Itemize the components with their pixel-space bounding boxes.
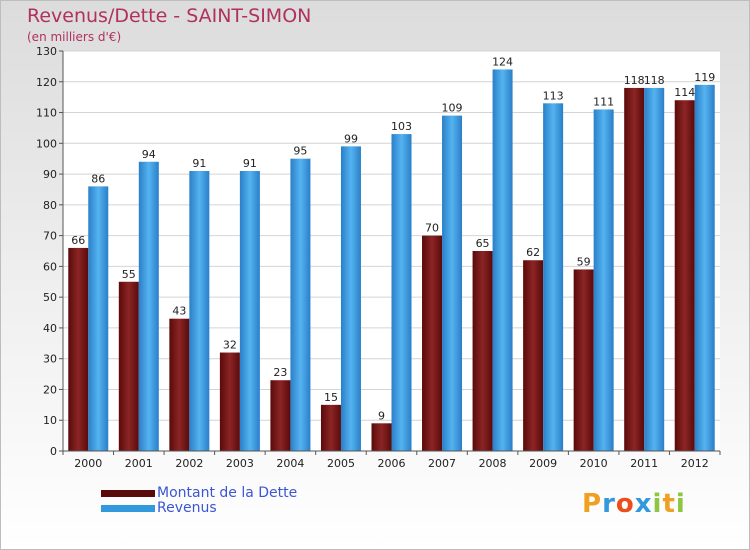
bar-revenus <box>442 115 463 451</box>
y-tick-label: 80 <box>43 199 57 212</box>
bar-dette <box>674 100 695 451</box>
x-tick-label: 2007 <box>428 457 456 470</box>
bar-dette <box>371 423 392 451</box>
legend-label-dette: Montant de la Dette <box>157 485 298 501</box>
bar-dette <box>472 251 493 451</box>
bar-revenus <box>593 109 614 451</box>
proxiti-logo: Proxiti <box>582 489 686 519</box>
data-label-revenus: 111 <box>593 95 614 108</box>
y-tick-label: 0 <box>50 445 57 458</box>
data-label-dette: 15 <box>324 391 338 404</box>
bar-dette <box>573 269 594 451</box>
data-label-dette: 55 <box>122 268 136 281</box>
logo-letter: P <box>582 489 603 519</box>
data-label-dette: 43 <box>172 305 186 318</box>
bar-revenus <box>239 171 260 451</box>
y-tick-label: 100 <box>36 137 57 150</box>
legend-label-revenus: Revenus <box>157 500 217 516</box>
bar-revenus <box>644 87 665 451</box>
y-tick-label: 30 <box>43 353 57 366</box>
chart-title: Revenus/Dette - SAINT-SIMON <box>27 5 312 27</box>
bar-dette <box>523 260 544 451</box>
logo-letter: t <box>662 489 676 519</box>
data-label-dette: 23 <box>273 366 287 379</box>
legend-swatch-dette <box>101 490 155 497</box>
data-label-dette: 114 <box>674 86 695 99</box>
data-label-revenus: 95 <box>293 145 307 158</box>
y-tick-label: 40 <box>43 322 57 335</box>
bar-dette <box>68 247 89 451</box>
x-tick-label: 2002 <box>175 457 203 470</box>
data-label-revenus: 118 <box>644 74 665 87</box>
bar-revenus <box>492 69 513 451</box>
bar-revenus <box>189 171 210 451</box>
x-tick-label: 2001 <box>125 457 153 470</box>
bar-revenus <box>543 103 564 452</box>
bar-dette <box>118 281 139 451</box>
x-tick-label: 2006 <box>378 457 406 470</box>
data-label-dette: 118 <box>624 74 645 87</box>
bar-dette <box>169 318 190 451</box>
data-label-dette: 59 <box>577 255 591 268</box>
legend-swatch-revenus <box>101 505 155 512</box>
data-label-revenus: 99 <box>344 132 358 145</box>
bars <box>68 69 715 452</box>
x-tick-label: 2004 <box>276 457 304 470</box>
x-tick-label: 2008 <box>479 457 507 470</box>
bar-dette <box>219 352 240 451</box>
x-tick-label: 2003 <box>226 457 254 470</box>
bar-revenus <box>340 146 361 451</box>
data-label-dette: 65 <box>476 237 490 250</box>
data-label-revenus: 109 <box>442 102 463 115</box>
bar-revenus <box>391 134 412 452</box>
y-tick-label: 20 <box>43 383 57 396</box>
bar-revenus <box>138 161 159 451</box>
x-tick-label: 2009 <box>529 457 557 470</box>
data-label-dette: 9 <box>378 409 385 422</box>
x-tick-label: 2012 <box>681 457 709 470</box>
y-tick-label: 70 <box>43 230 57 243</box>
data-label-dette: 32 <box>223 339 237 352</box>
x-tick-label: 2000 <box>74 457 102 470</box>
data-label-revenus: 91 <box>243 157 257 170</box>
bar-revenus <box>88 186 109 451</box>
x-tick-label: 2010 <box>580 457 608 470</box>
logo-letter: i <box>675 489 686 519</box>
data-labels: 6686559443913291239515999103701096512462… <box>71 55 715 422</box>
data-label-revenus: 124 <box>492 55 513 68</box>
logo-letter: i <box>652 489 663 519</box>
logo-letter: x <box>634 489 653 519</box>
data-label-dette: 70 <box>425 222 439 235</box>
y-tick-label: 10 <box>43 414 57 427</box>
data-label-revenus: 113 <box>543 89 564 102</box>
logo-letter: r <box>602 489 616 519</box>
data-label-dette: 66 <box>71 234 85 247</box>
bar-dette <box>270 380 291 451</box>
data-label-revenus: 103 <box>391 120 412 133</box>
bar-dette <box>422 235 443 451</box>
bar-dette <box>320 404 341 451</box>
axes: 0 10 20 30 40 50 60 70 80 90 100 110 120 130 2000 2001 2… <box>36 45 721 470</box>
bar-dette <box>624 87 645 451</box>
bar-revenus <box>694 84 715 451</box>
data-label-revenus: 119 <box>694 71 715 84</box>
bar-revenus <box>290 158 311 451</box>
data-label-revenus: 91 <box>192 157 206 170</box>
data-label-revenus: 94 <box>142 148 156 161</box>
y-tick-label: 90 <box>43 168 57 181</box>
chart-subtitle: (en milliers d'€) <box>27 30 122 44</box>
logo-letter: o <box>615 489 635 519</box>
data-label-dette: 62 <box>526 246 540 259</box>
y-tick-label: 120 <box>36 76 57 89</box>
y-tick-label: 130 <box>36 45 57 58</box>
y-tick-label: 60 <box>43 260 57 273</box>
x-tick-label: 2005 <box>327 457 355 470</box>
x-tick-label: 2011 <box>630 457 658 470</box>
y-tick-label: 110 <box>36 107 57 120</box>
y-tick-label: 50 <box>43 291 57 304</box>
data-label-revenus: 86 <box>91 172 105 185</box>
